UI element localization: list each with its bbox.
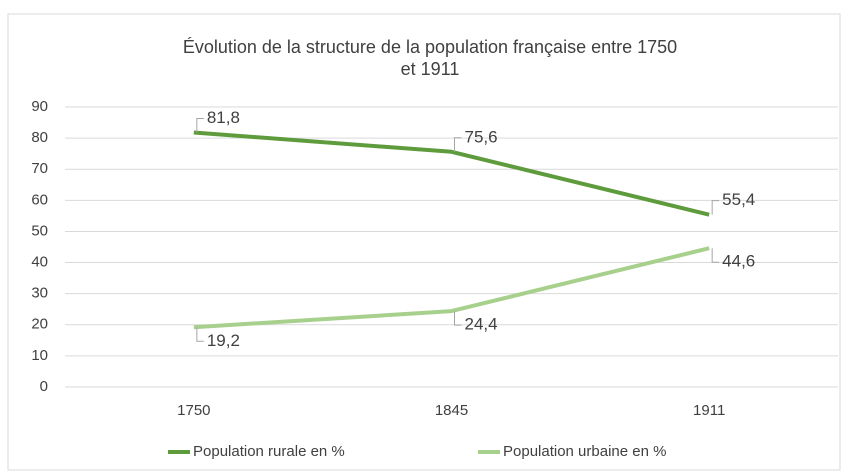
data-label: 19,2 — [207, 331, 240, 350]
y-tick-label: 60 — [31, 191, 48, 208]
y-tick-label: 80 — [31, 129, 48, 146]
legend-label: Population urbaine en % — [503, 443, 666, 460]
x-tick-label: 1845 — [435, 402, 468, 419]
data-label: 24,4 — [465, 315, 498, 334]
y-tick-label: 70 — [31, 160, 48, 177]
y-tick-label: 0 — [40, 378, 48, 395]
data-label: 75,6 — [465, 127, 498, 146]
label-leader — [711, 248, 720, 263]
x-tick-label: 1750 — [177, 402, 210, 419]
label-leader — [454, 311, 462, 326]
label-leader — [711, 200, 720, 215]
data-label: 81,8 — [207, 108, 240, 127]
chart-title: et 1911 — [401, 59, 460, 79]
y-tick-label: 10 — [31, 347, 48, 364]
y-tick-label: 40 — [31, 254, 48, 271]
label-leader — [196, 118, 204, 133]
label-leader — [196, 327, 204, 342]
y-tick-label: 50 — [31, 222, 48, 239]
series-line — [193, 130, 710, 217]
y-tick-label: 30 — [31, 285, 48, 302]
legend-label: Population rurale en % — [193, 443, 345, 460]
chart-title: Évolution de la structure de la populati… — [183, 37, 677, 57]
data-label: 44,6 — [722, 252, 755, 271]
y-tick-label: 20 — [31, 316, 48, 333]
y-tick-label: 90 — [31, 98, 48, 115]
series-line — [193, 246, 710, 330]
chart-border — [7, 13, 841, 471]
x-tick-label: 1911 — [693, 402, 725, 419]
data-label: 55,4 — [722, 190, 755, 209]
label-leader — [454, 137, 462, 152]
